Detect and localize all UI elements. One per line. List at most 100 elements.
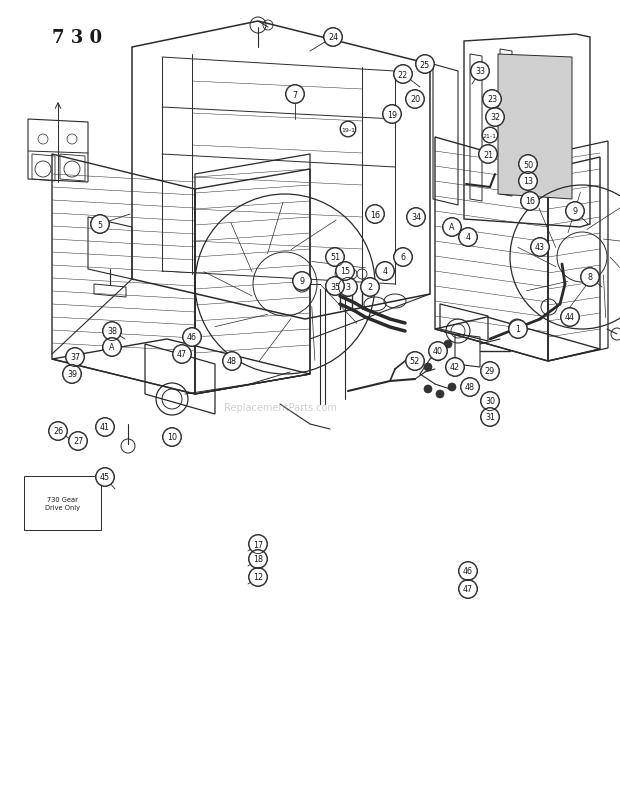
Circle shape [521, 192, 539, 211]
Circle shape [481, 408, 499, 427]
Circle shape [249, 569, 267, 586]
Text: 44: 44 [565, 313, 575, 322]
Circle shape [326, 249, 344, 267]
Circle shape [471, 63, 489, 81]
Text: 21-1: 21-1 [483, 133, 497, 138]
Circle shape [416, 56, 434, 74]
Circle shape [448, 383, 456, 391]
Circle shape [519, 172, 537, 191]
Text: 7 3 0: 7 3 0 [52, 29, 102, 47]
Text: 16: 16 [525, 197, 535, 206]
Circle shape [459, 562, 477, 581]
Text: 48: 48 [227, 357, 237, 366]
Circle shape [383, 106, 401, 124]
Text: 31: 31 [485, 413, 495, 422]
Text: 10: 10 [167, 433, 177, 442]
Circle shape [444, 341, 452, 349]
Circle shape [96, 419, 114, 436]
Text: 9: 9 [572, 207, 578, 217]
Circle shape [376, 263, 394, 281]
Circle shape [509, 321, 527, 338]
Text: 9: 9 [299, 277, 304, 286]
Text: 41: 41 [100, 423, 110, 432]
Text: 47: 47 [463, 585, 473, 593]
Text: 48: 48 [465, 383, 475, 392]
Text: 34: 34 [411, 213, 421, 222]
Circle shape [324, 29, 342, 47]
Text: 1: 1 [515, 325, 521, 334]
Circle shape [183, 329, 201, 346]
Circle shape [286, 86, 304, 104]
Text: 42: 42 [450, 363, 460, 372]
Circle shape [69, 432, 87, 451]
Text: 46: 46 [463, 567, 473, 576]
Text: 25: 25 [420, 60, 430, 70]
Circle shape [482, 128, 498, 144]
Circle shape [66, 349, 84, 367]
Text: 4: 4 [383, 267, 388, 276]
Text: 30: 30 [485, 397, 495, 406]
Circle shape [406, 353, 424, 371]
Circle shape [361, 278, 379, 297]
Circle shape [424, 386, 432, 394]
Text: 27: 27 [73, 437, 83, 446]
Text: 45: 45 [100, 473, 110, 482]
Text: 40: 40 [433, 347, 443, 356]
Circle shape [443, 219, 461, 237]
Circle shape [91, 216, 109, 233]
Text: 52: 52 [410, 357, 420, 366]
Circle shape [366, 206, 384, 224]
Text: 3: 3 [345, 283, 350, 292]
Circle shape [461, 379, 479, 396]
Circle shape [394, 66, 412, 84]
Text: 47: 47 [177, 350, 187, 359]
Circle shape [223, 353, 241, 371]
Circle shape [173, 346, 191, 363]
Text: 29: 29 [485, 367, 495, 376]
Circle shape [103, 338, 121, 357]
Circle shape [519, 156, 537, 174]
Text: 4: 4 [466, 233, 471, 242]
Circle shape [479, 146, 497, 164]
Text: 39: 39 [67, 370, 77, 379]
Text: A: A [109, 343, 115, 352]
Circle shape [481, 392, 499, 411]
Text: A: A [450, 223, 454, 233]
Text: 32: 32 [490, 113, 500, 123]
Circle shape [581, 269, 599, 286]
Polygon shape [498, 55, 572, 200]
Text: 5: 5 [97, 221, 102, 229]
Text: 26: 26 [53, 427, 63, 436]
Circle shape [49, 423, 67, 440]
Circle shape [561, 309, 579, 326]
Text: 2: 2 [368, 283, 373, 292]
Circle shape [339, 278, 357, 297]
Circle shape [96, 468, 114, 486]
Circle shape [566, 203, 584, 221]
Text: 51: 51 [330, 253, 340, 262]
Text: 19-1: 19-1 [341, 128, 355, 132]
Circle shape [249, 550, 267, 569]
Text: 20: 20 [410, 95, 420, 104]
Text: 24: 24 [328, 34, 338, 43]
Text: 7: 7 [293, 91, 298, 99]
Circle shape [424, 363, 432, 371]
Text: 35: 35 [330, 282, 340, 291]
Text: 12: 12 [253, 573, 263, 581]
Circle shape [407, 209, 425, 227]
Circle shape [103, 322, 121, 341]
Text: 17: 17 [253, 540, 263, 549]
Circle shape [63, 366, 81, 383]
Text: 37: 37 [70, 353, 80, 362]
Text: 15: 15 [340, 267, 350, 276]
Text: 23: 23 [487, 95, 497, 104]
Circle shape [459, 229, 477, 247]
Circle shape [459, 581, 477, 598]
Text: 43: 43 [535, 243, 545, 252]
Text: 50: 50 [523, 160, 533, 169]
Text: 6: 6 [401, 253, 405, 262]
Circle shape [436, 391, 444, 399]
Circle shape [340, 122, 356, 138]
Text: 22: 22 [398, 71, 408, 79]
Text: 16: 16 [370, 210, 380, 219]
